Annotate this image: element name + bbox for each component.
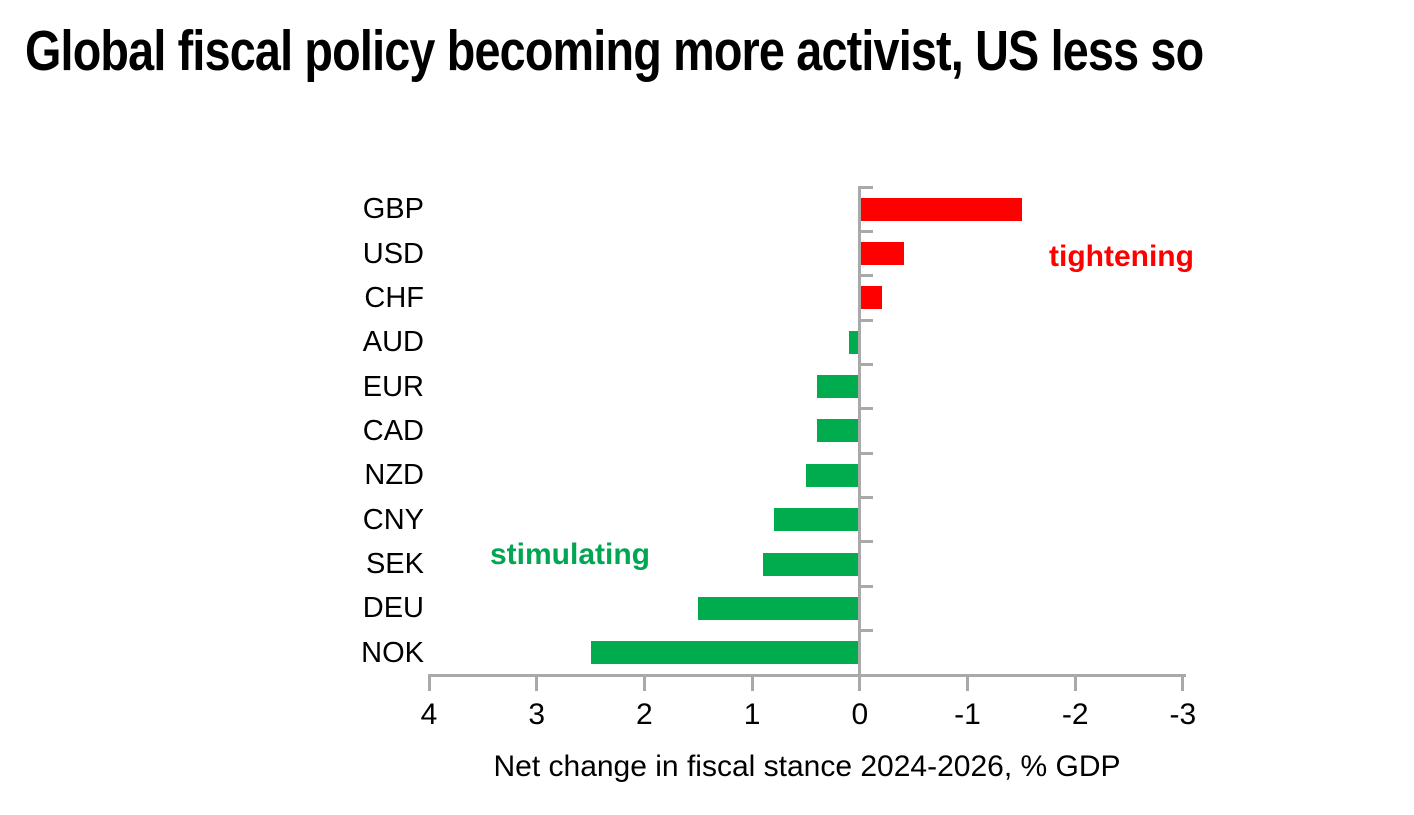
y-axis-tick [857,584,873,588]
annotation-tightening: tightening [1049,240,1194,273]
category-label-nzd: NZD [364,459,424,492]
bar-eur [816,375,860,399]
y-axis-tick [857,229,873,233]
chart-title: Global fiscal policy becoming more activ… [25,19,1204,83]
x-axis-tick [1181,674,1185,691]
y-axis-tick [857,362,873,366]
x-tick-label-3: 3 [528,698,546,731]
x-tick-label-4: 4 [420,698,438,731]
y-axis-tick [857,185,873,189]
x-tick-label-1: 1 [743,698,761,731]
x-axis-title: Net change in fiscal stance 2024-2026, %… [493,750,1121,783]
category-label-deu: DEU [362,592,424,625]
x-axis-tick [750,674,754,691]
category-label-usd: USD [362,237,424,270]
x-axis-tick [858,674,862,691]
x-axis-tick [427,674,431,691]
x-axis-line [429,674,1186,677]
x-axis-tick [1073,674,1077,691]
category-label-gbp: GBP [362,193,424,226]
y-axis-tick [857,629,873,633]
category-label-cad: CAD [362,414,424,447]
y-axis-tick [857,451,873,455]
category-label-sek: SEK [365,548,424,581]
bar-deu [698,596,860,620]
y-axis-tick [857,540,873,544]
x-tick-label-0: 0 [851,698,869,731]
y-axis-tick [857,274,873,278]
bar-sek [762,552,860,576]
x-tick-label-2: 2 [636,698,653,731]
category-label-aud: AUD [362,326,424,359]
y-axis-tick [857,318,873,322]
x-tick-label--3: -3 [1169,698,1197,731]
bar-chf [860,286,883,310]
category-label-chf: CHF [364,281,424,314]
category-label-nok: NOK [361,636,424,669]
bar-usd [860,242,904,266]
bar-aud [849,330,860,354]
x-tick-label--1: -1 [954,698,981,731]
x-axis-tick [642,674,646,691]
bar-nzd [805,463,860,487]
y-axis-tick [857,407,873,411]
category-label-cny: CNY [362,503,424,536]
bar-nok [590,641,860,665]
bar-cny [773,508,860,532]
x-tick-label--2: -2 [1061,698,1089,731]
x-axis-tick [966,674,969,691]
x-axis-tick [535,674,539,691]
annotation-stimulating: stimulating [490,538,651,571]
bar-gbp [860,197,1023,221]
bar-cad [816,419,860,443]
category-label-eur: EUR [362,370,424,403]
y-axis-line [857,187,861,677]
y-axis-tick [857,496,873,500]
